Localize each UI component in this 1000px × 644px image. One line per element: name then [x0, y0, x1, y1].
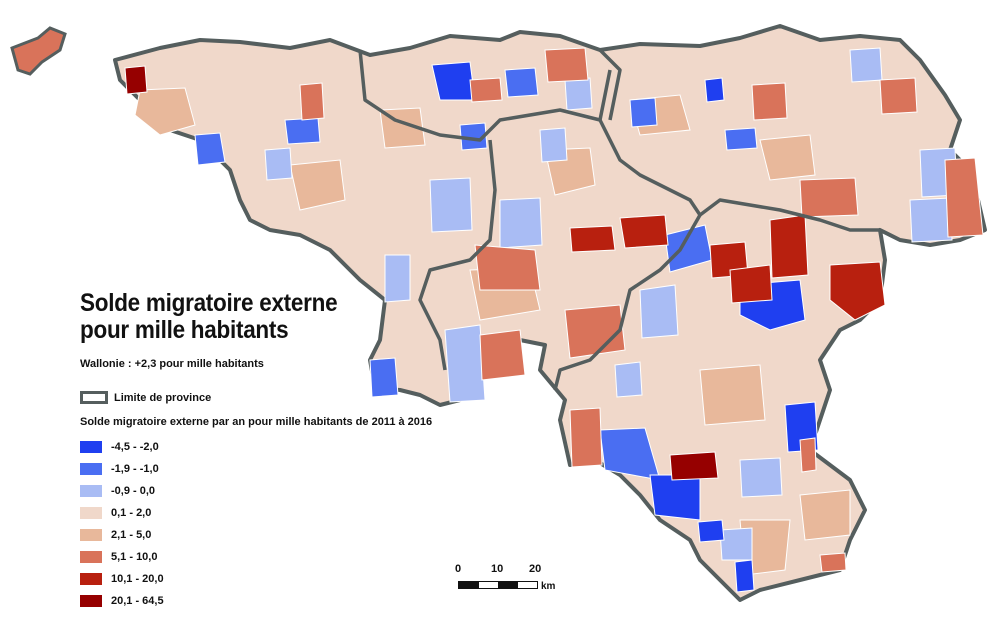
map-title-line2: pour mille habitants — [80, 316, 289, 344]
map-title: Solde migratoire externe pour mille habi… — [80, 289, 338, 344]
legend: -4,5 - -2,0 -1,9 - -1,0 -0,9 - 0,0 0,1 -… — [80, 436, 164, 612]
legend-swatch — [80, 441, 102, 453]
scale-tick-20: 20 — [529, 563, 542, 575]
province-limit-swatch — [80, 391, 108, 404]
enclave-comines — [10, 26, 67, 76]
legend-item: -4,5 - -2,0 — [80, 436, 164, 458]
legend-item: 0,1 - 2,0 — [80, 502, 164, 524]
choropleth-patches — [124, 47, 984, 593]
legend-item: -1,9 - -1,0 — [80, 458, 164, 480]
legend-label: -4,5 - -2,0 — [111, 441, 159, 453]
province-limit-label: Limite de province — [114, 391, 212, 404]
map-title-line1: Solde migratoire externe — [80, 289, 338, 317]
legend-label: -0,9 - 0,0 — [111, 485, 156, 497]
legend-item: 10,1 - 20,0 — [80, 568, 164, 590]
legend-swatch — [80, 595, 102, 607]
province-limit-legend: Limite de province — [80, 391, 211, 404]
legend-swatch — [80, 529, 102, 541]
legend-label: 20,1 - 64,5 — [111, 595, 164, 607]
legend-label: 0,1 - 2,0 — [111, 507, 152, 519]
scale-bar-graphic — [458, 581, 538, 589]
scale-tick-0: 0 — [455, 563, 462, 575]
legend-label: 2,1 - 5,0 — [111, 529, 152, 541]
legend-label: 10,1 - 20,0 — [111, 573, 164, 585]
province-boundaries — [358, 48, 880, 391]
scale-unit: km — [541, 581, 556, 592]
legend-label: -1,9 - -1,0 — [111, 463, 159, 475]
legend-item: -0,9 - 0,0 — [80, 480, 164, 502]
legend-swatch — [80, 551, 102, 563]
scale-bar: 0 10 20 km — [455, 563, 565, 599]
legend-item: 5,1 - 10,0 — [80, 546, 164, 568]
legend-swatch — [80, 463, 102, 475]
legend-swatch — [80, 573, 102, 585]
legend-label: 5,1 - 10,0 — [111, 551, 158, 563]
legend-swatch — [80, 485, 102, 497]
legend-title: Solde migratoire externe par an pour mil… — [80, 416, 433, 428]
legend-item: 2,1 - 5,0 — [80, 524, 164, 546]
map-subtitle: Wallonie : +2,3 pour mille habitants — [80, 358, 264, 370]
legend-swatch — [80, 507, 102, 519]
scale-tick-10: 10 — [491, 563, 504, 575]
legend-item: 20,1 - 64,5 — [80, 590, 164, 612]
